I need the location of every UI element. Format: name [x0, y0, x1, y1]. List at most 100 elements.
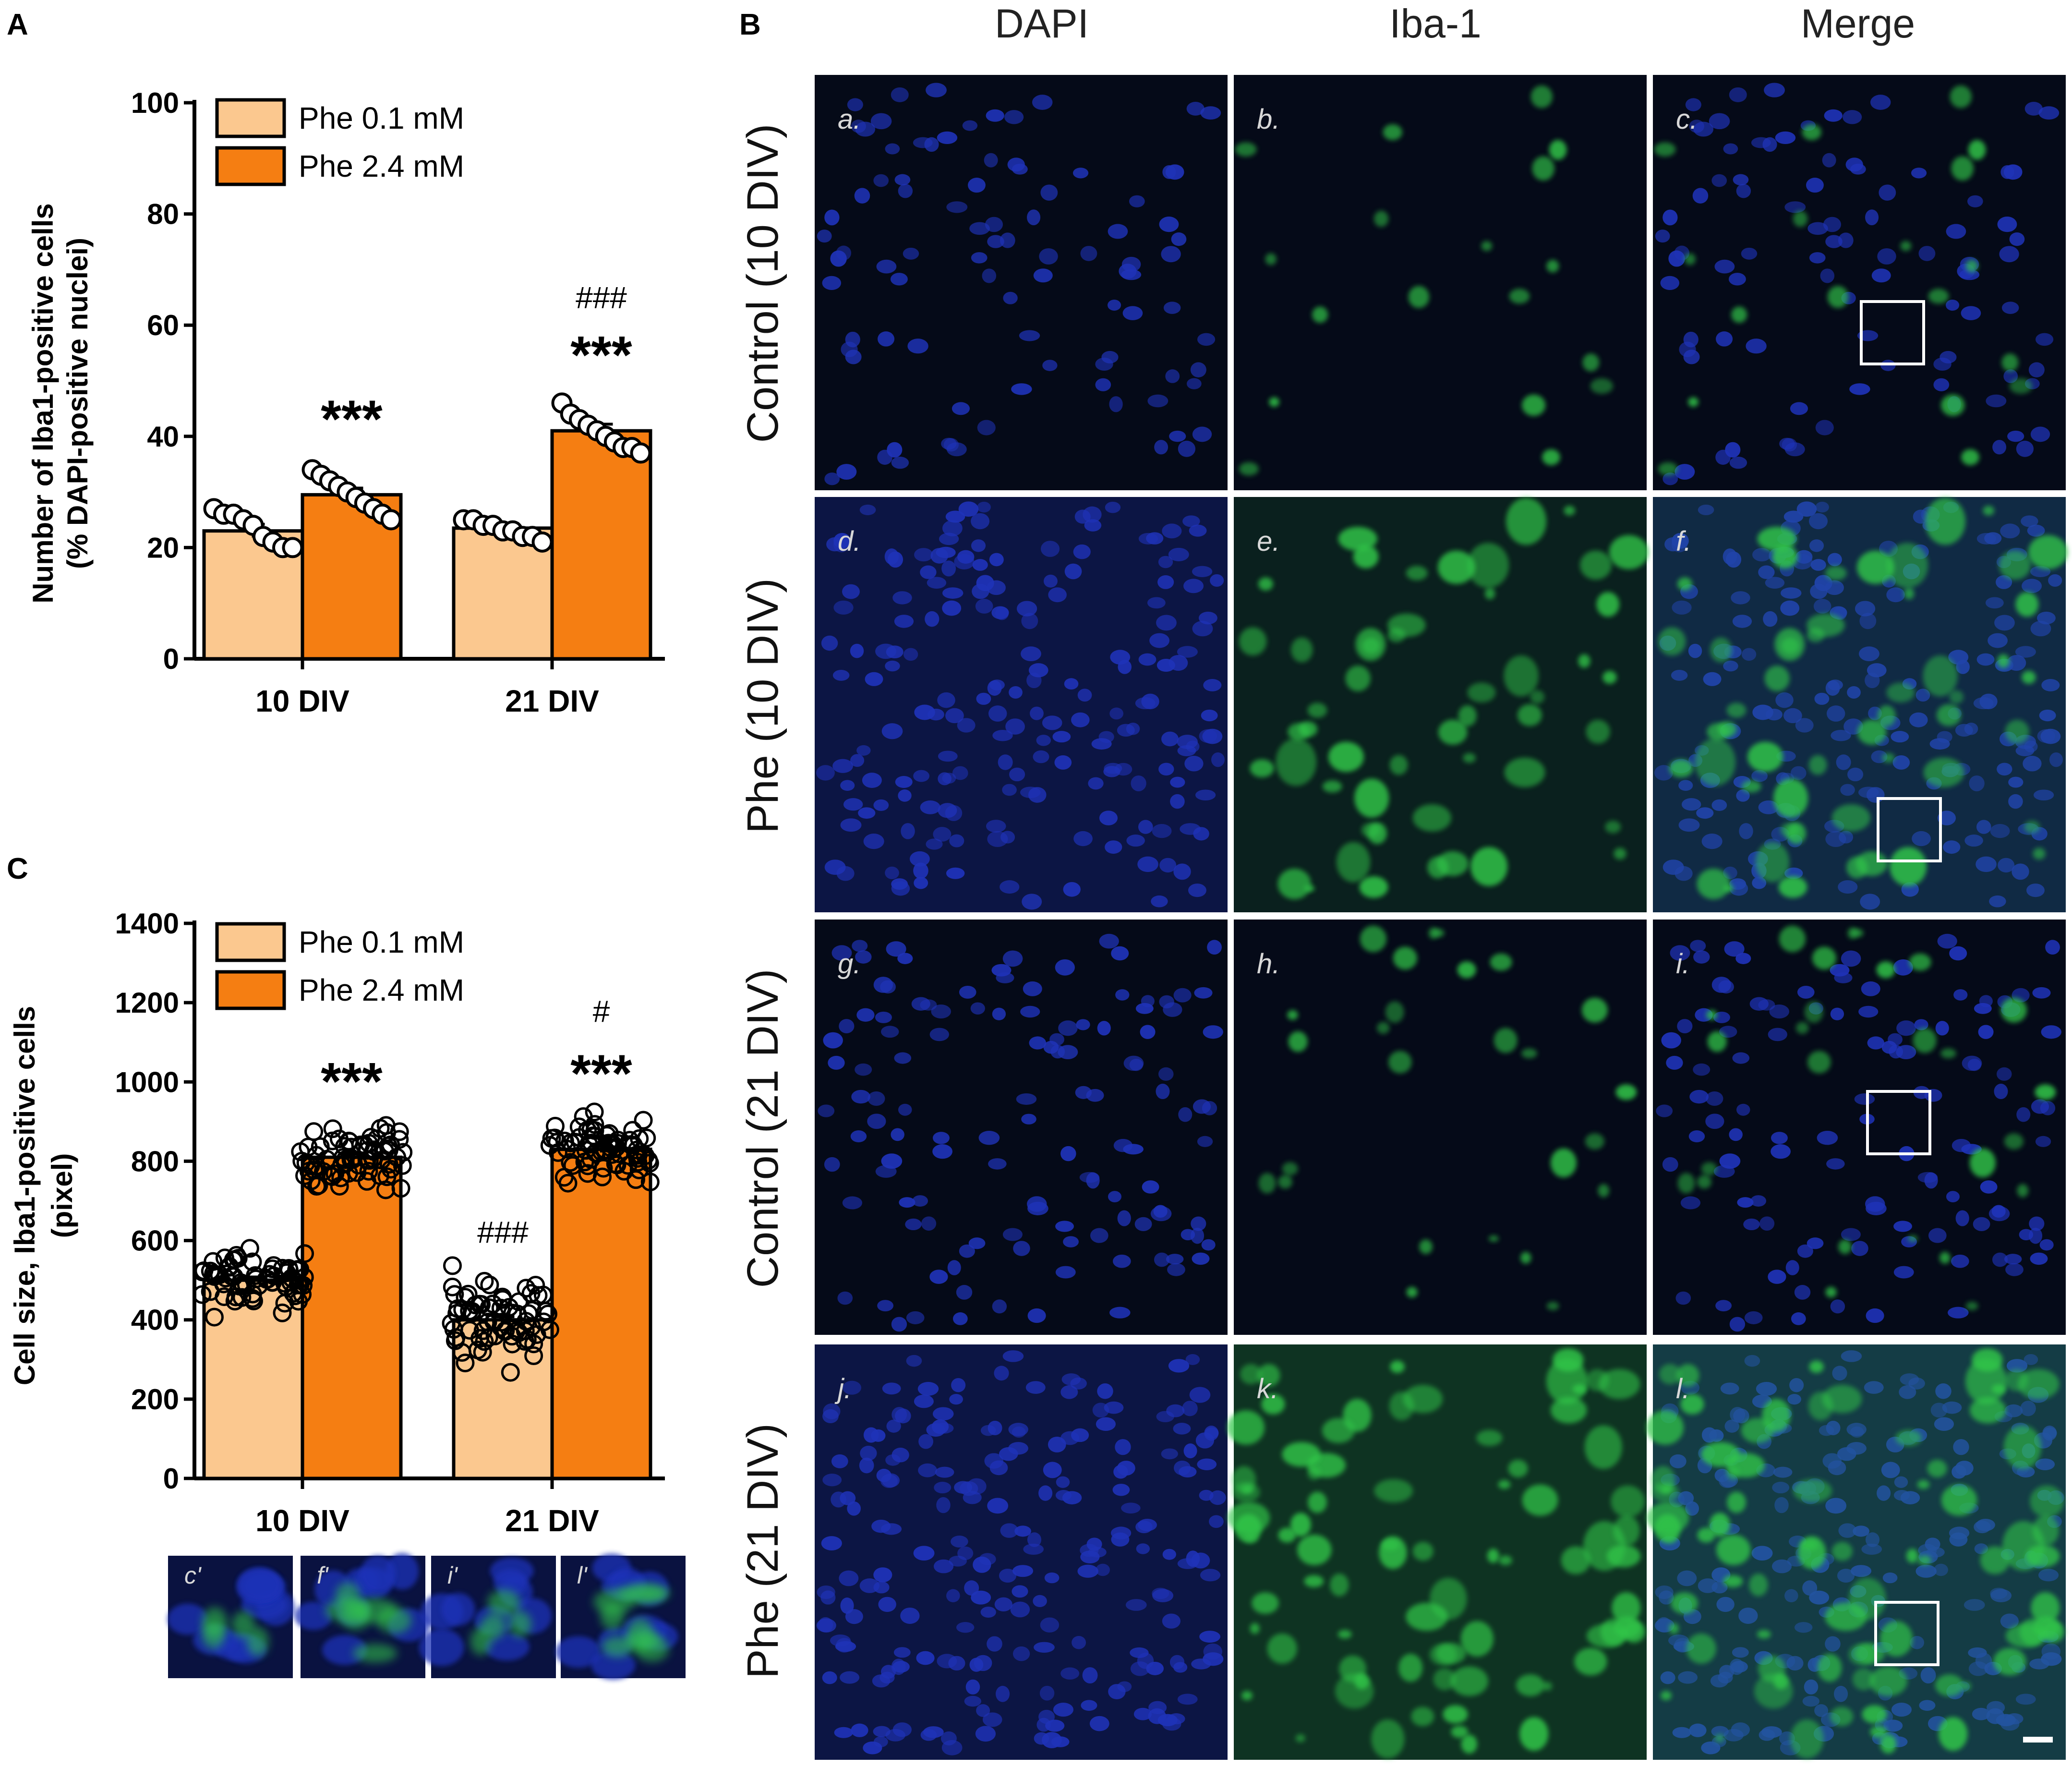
chart-c-data-point — [349, 1156, 368, 1175]
dapi-nucleus — [865, 672, 883, 686]
dapi-nucleus — [891, 87, 909, 102]
dapi-nucleus — [1192, 1252, 1210, 1265]
iba1-cell — [1227, 1410, 1265, 1445]
dapi-nucleus — [1171, 232, 1187, 246]
dapi-nucleus — [1190, 362, 1206, 377]
iba1-cell — [1941, 394, 1965, 416]
dapi-nucleus — [1186, 378, 1202, 389]
dapi-nucleus — [824, 209, 840, 226]
dapi-nucleus — [1703, 672, 1722, 686]
dapi-nucleus — [856, 1008, 875, 1022]
iba1-cell — [1925, 497, 1966, 545]
iba1-cell — [1772, 545, 1798, 569]
dapi-nucleus — [2030, 620, 2051, 637]
dapi-nucleus — [855, 950, 872, 964]
dapi-nucleus — [982, 1712, 1002, 1727]
iba1-cell — [1923, 757, 1964, 787]
iba1-cell — [1504, 757, 1545, 787]
dapi-nucleus — [1733, 174, 1749, 186]
dapi-nucleus — [1138, 653, 1156, 666]
dapi-nucleus — [1156, 615, 1177, 631]
dapi-nucleus — [1197, 333, 1216, 346]
dapi-nucleus — [822, 1409, 839, 1424]
dapi-nucleus — [914, 877, 928, 889]
dapi-nucleus — [899, 1197, 916, 1208]
iba1-cell — [1707, 1031, 1727, 1052]
dapi-nucleus — [1830, 1299, 1845, 1314]
roi-box — [1877, 797, 1942, 862]
dapi-nucleus — [891, 456, 909, 469]
dapi-nucleus — [1696, 807, 1714, 819]
iba1-cell — [1951, 156, 1974, 181]
micrograph-cells — [1646, 1344, 2066, 1760]
dapi-nucleus — [956, 1622, 975, 1633]
dapi-nucleus — [942, 600, 962, 616]
dapi-nucleus — [1825, 680, 1840, 696]
dapi-nucleus — [893, 1647, 911, 1658]
iba1-cell — [1484, 587, 1495, 600]
dapi-nucleus — [1688, 1130, 1705, 1142]
dapi-nucleus — [1040, 184, 1058, 201]
dapi-nucleus — [1002, 950, 1023, 967]
dapi-nucleus — [1060, 1667, 1080, 1680]
iba1-cell — [1494, 1028, 1518, 1053]
dapi-nucleus — [1723, 1729, 1744, 1742]
dapi-nucleus — [938, 750, 958, 762]
dapi-nucleus — [1655, 230, 1670, 243]
chart-c-data-point — [377, 1167, 397, 1186]
dapi-nucleus — [1109, 1307, 1131, 1319]
micrograph-tile: f. — [1653, 497, 2068, 912]
dapi-nucleus — [1976, 856, 1997, 872]
iba1-cell — [1831, 1542, 1853, 1561]
dapi-nucleus — [1896, 1045, 1916, 1059]
dapi-nucleus — [1075, 1086, 1092, 1099]
dapi-nucleus — [1744, 1355, 1760, 1367]
dapi-nucleus — [2035, 1136, 2051, 1147]
dapi-nucleus — [1729, 1128, 1743, 1141]
micrograph-tile: h. — [1234, 920, 1647, 1335]
dapi-nucleus — [1846, 1442, 1867, 1455]
inset-letter: f' — [317, 1562, 329, 1589]
dapi-nucleus — [1105, 840, 1122, 854]
iba1-cell — [1600, 1619, 1627, 1646]
micrograph-tile: i. — [1653, 920, 2066, 1335]
micrograph-cells — [815, 1344, 1228, 1760]
dapi-nucleus — [1739, 823, 1753, 839]
iba1-cell — [1659, 1364, 1681, 1384]
dapi-nucleus — [1095, 357, 1113, 371]
dapi-nucleus — [1849, 383, 1870, 395]
dapi-nucleus — [1976, 533, 1997, 545]
iba1-cell — [1408, 286, 1430, 308]
chart-c-data-point — [201, 1282, 220, 1301]
dapi-nucleus — [839, 1019, 855, 1034]
dapi-nucleus — [1110, 650, 1131, 665]
iba1-cell — [1936, 704, 1961, 726]
dapi-nucleus — [1706, 1091, 1723, 1106]
dapi-nucleus — [913, 137, 933, 148]
dapi-nucleus — [1724, 941, 1745, 957]
iba1-cell — [1387, 613, 1426, 637]
dapi-nucleus — [1209, 1515, 1224, 1528]
chart-c-ytick-label: 1400 — [115, 908, 179, 940]
dapi-nucleus — [1183, 1443, 1197, 1459]
dapi-nucleus — [1780, 587, 1802, 599]
dapi-nucleus — [948, 1656, 965, 1671]
chart-c-legend-swatch — [215, 970, 286, 1010]
dapi-nucleus — [1894, 1476, 1908, 1488]
dapi-nucleus — [1016, 1093, 1037, 1105]
iba1-cell — [1297, 1535, 1332, 1565]
dapi-nucleus — [1758, 565, 1775, 579]
chart-c-data-point — [446, 1328, 466, 1347]
dapi-nucleus — [1672, 600, 1692, 615]
iba1-cell — [1322, 1418, 1355, 1443]
micrograph-background — [1653, 75, 2066, 490]
iba1-cell — [1258, 577, 1273, 591]
iba1-cell — [1353, 545, 1379, 569]
dapi-nucleus — [1797, 1244, 1813, 1258]
iba1-cell — [1613, 1515, 1640, 1546]
dapi-nucleus — [1197, 1458, 1217, 1470]
dapi-nucleus — [1191, 1552, 1210, 1569]
dapi-nucleus — [1022, 894, 1042, 910]
dapi-nucleus — [957, 718, 976, 733]
dapi-nucleus — [1952, 1464, 1966, 1479]
